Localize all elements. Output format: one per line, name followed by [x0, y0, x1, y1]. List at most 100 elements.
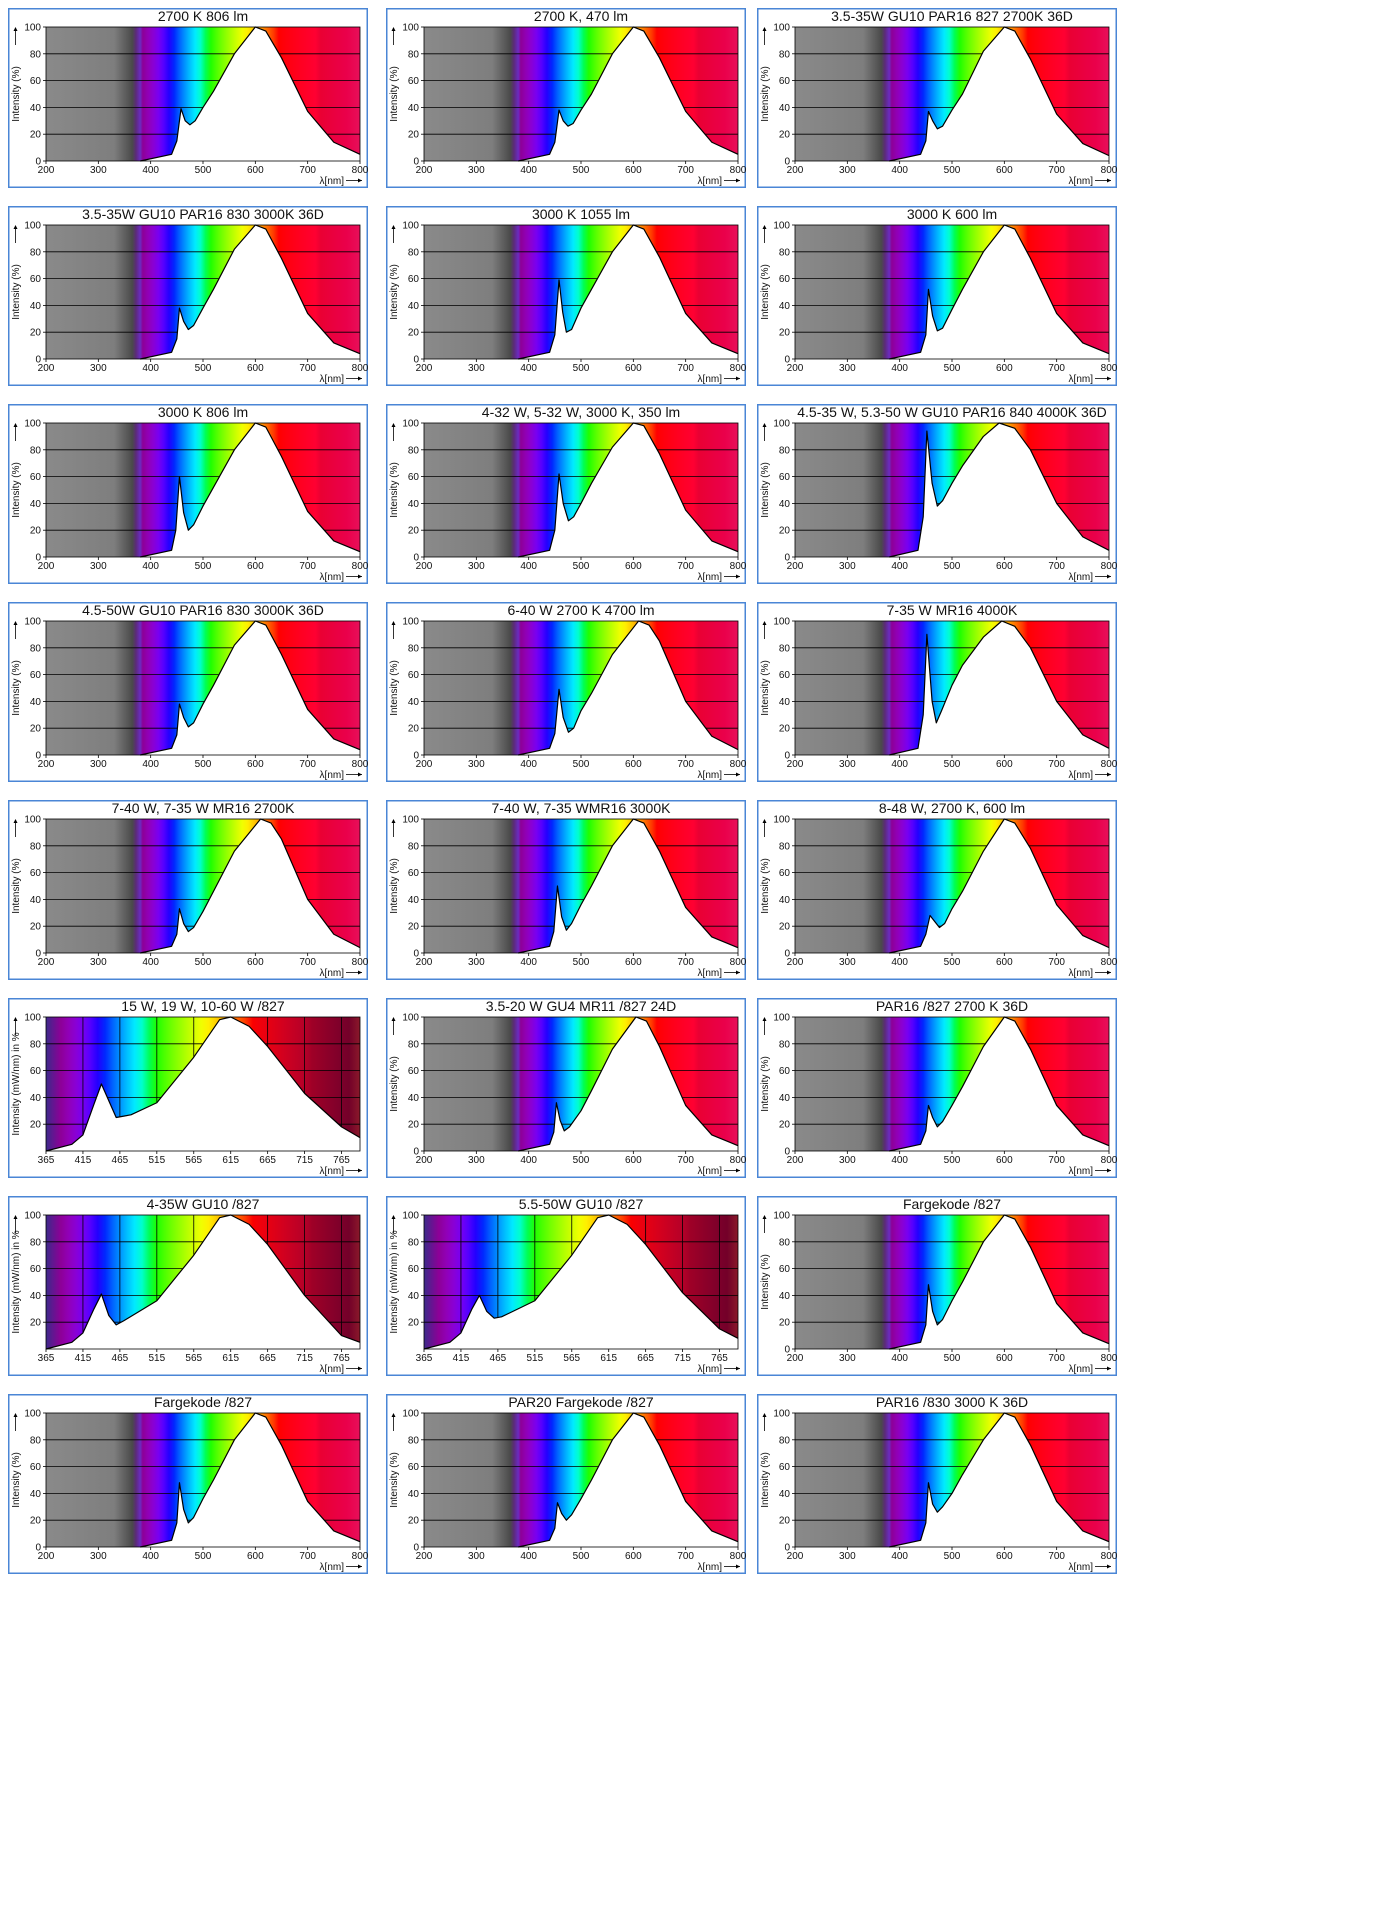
y-tick-label: 0 — [35, 553, 41, 564]
x-tick-label: 300 — [90, 957, 107, 968]
chart-title: Fargekode /827 — [903, 1196, 1001, 1212]
x-tick-label: 200 — [38, 759, 55, 770]
y-axis-arrowhead — [391, 1017, 396, 1021]
x-axis-arrowhead — [1107, 1564, 1111, 1569]
x-tick-label: 600 — [625, 1551, 642, 1562]
x-tick-label: 765 — [711, 1353, 728, 1364]
y-tick-label: 60 — [779, 670, 791, 681]
spectrum-curve — [889, 1016, 1110, 1152]
y-tick-label: 40 — [779, 697, 791, 708]
y-axis-arrowhead — [391, 225, 396, 229]
y-tick-label: 40 — [30, 301, 42, 312]
x-tick-label: 300 — [839, 1353, 856, 1364]
x-tick-label: 700 — [299, 363, 316, 374]
y-tick-label: 40 — [779, 1489, 791, 1500]
spectrum-curve — [140, 26, 361, 162]
x-tick-label: 700 — [299, 1551, 316, 1562]
y-tick-label: 0 — [35, 157, 41, 168]
y-axis-label: Intensity (%) — [389, 1056, 400, 1112]
x-tick-label: 800 — [1101, 957, 1118, 968]
x-tick-label: 400 — [142, 759, 159, 770]
y-tick-label: 60 — [30, 274, 42, 285]
x-tick-label: 365 — [38, 1353, 55, 1364]
y-axis-label: Intensity (%) — [760, 462, 771, 518]
y-tick-label: 100 — [24, 617, 41, 628]
x-axis-label: λ[nm] — [1069, 572, 1094, 583]
x-tick-label: 600 — [625, 759, 642, 770]
spectrum-curve — [140, 224, 361, 360]
x-tick-label: 300 — [839, 1155, 856, 1166]
x-axis-arrowhead — [1107, 970, 1111, 975]
y-tick-label: 20 — [30, 328, 42, 339]
x-axis-arrowhead — [1107, 772, 1111, 777]
y-tick-label: 0 — [413, 751, 419, 762]
x-tick-label: 200 — [416, 957, 433, 968]
x-tick-label: 700 — [1048, 1353, 1065, 1364]
x-tick-label: 515 — [148, 1353, 165, 1364]
y-tick-label: 100 — [24, 1211, 41, 1222]
y-axis-arrowhead — [762, 1413, 767, 1417]
y-tick-label: 80 — [408, 247, 420, 258]
x-tick-label: 800 — [1101, 1353, 1118, 1364]
y-tick-label: 40 — [779, 301, 791, 312]
x-tick-label: 500 — [195, 561, 212, 572]
y-tick-label: 60 — [30, 1066, 42, 1077]
x-tick-label: 500 — [573, 957, 590, 968]
x-tick-label: 565 — [185, 1155, 202, 1166]
x-tick-label: 500 — [195, 759, 212, 770]
x-tick-label: 400 — [891, 759, 908, 770]
y-tick-label: 80 — [408, 1237, 420, 1248]
spectrum-area — [140, 423, 360, 557]
y-tick-label: 20 — [779, 724, 791, 735]
y-axis-arrowhead — [13, 621, 18, 625]
spectrum-area — [889, 27, 1109, 161]
x-tick-label: 300 — [90, 165, 107, 176]
spectrum-area — [518, 819, 738, 953]
y-axis-label: Intensity (%) — [389, 660, 400, 716]
spectrum-curve — [889, 1412, 1110, 1548]
y-axis-label: Intensity (%) — [389, 858, 400, 914]
y-tick-label: 60 — [30, 670, 42, 681]
spectrum-curve — [518, 620, 739, 756]
x-tick-label: 500 — [195, 957, 212, 968]
x-tick-label: 700 — [1048, 561, 1065, 572]
y-tick-label: 40 — [779, 103, 791, 114]
x-tick-label: 500 — [195, 165, 212, 176]
x-tick-label: 800 — [352, 363, 369, 374]
x-tick-label: 800 — [352, 165, 369, 176]
y-axis-label: Intensity (%) — [11, 1452, 22, 1508]
x-tick-label: 200 — [38, 561, 55, 572]
spectrum-curve — [518, 1016, 739, 1152]
spectrum-area — [140, 27, 360, 161]
y-tick-label: 80 — [779, 643, 791, 654]
y-axis-label: Intensity (%) — [11, 264, 22, 320]
chart-title: 4.5-35 W, 5.3-50 W GU10 PAR16 840 4000K … — [797, 404, 1106, 420]
y-tick-label: 40 — [30, 895, 42, 906]
y-tick-label: 40 — [779, 1093, 791, 1104]
x-tick-label: 200 — [416, 1155, 433, 1166]
x-tick-label: 800 — [730, 561, 747, 572]
chart-title: 3.5-20 W GU4 MR11 /827 24D — [486, 998, 676, 1014]
x-tick-label: 400 — [142, 957, 159, 968]
x-tick-label: 400 — [142, 363, 159, 374]
y-tick-label: 40 — [30, 1093, 42, 1104]
y-tick-label: 100 — [773, 815, 790, 826]
x-tick-label: 400 — [891, 957, 908, 968]
x-axis-arrowhead — [1107, 376, 1111, 381]
chart-panel: 3000 K 1055 lm 0 20 40 60 80 100 200 300 400 500 60… — [386, 206, 747, 386]
x-axis-label: λ[nm] — [1069, 374, 1094, 385]
x-tick-label: 465 — [112, 1353, 129, 1364]
x-tick-label: 700 — [677, 561, 694, 572]
x-tick-label: 400 — [891, 1155, 908, 1166]
x-axis-arrowhead — [1107, 1168, 1111, 1173]
x-tick-label: 400 — [142, 561, 159, 572]
y-tick-label: 0 — [35, 355, 41, 366]
spectrum-area — [46, 1215, 360, 1349]
x-axis-arrowhead — [1107, 178, 1111, 183]
x-tick-label: 300 — [839, 957, 856, 968]
x-tick-label: 500 — [944, 363, 961, 374]
x-axis-label: λ[nm] — [1069, 1562, 1094, 1573]
x-tick-label: 200 — [787, 1155, 804, 1166]
x-axis-arrowhead — [736, 1366, 740, 1371]
x-tick-label: 400 — [891, 561, 908, 572]
